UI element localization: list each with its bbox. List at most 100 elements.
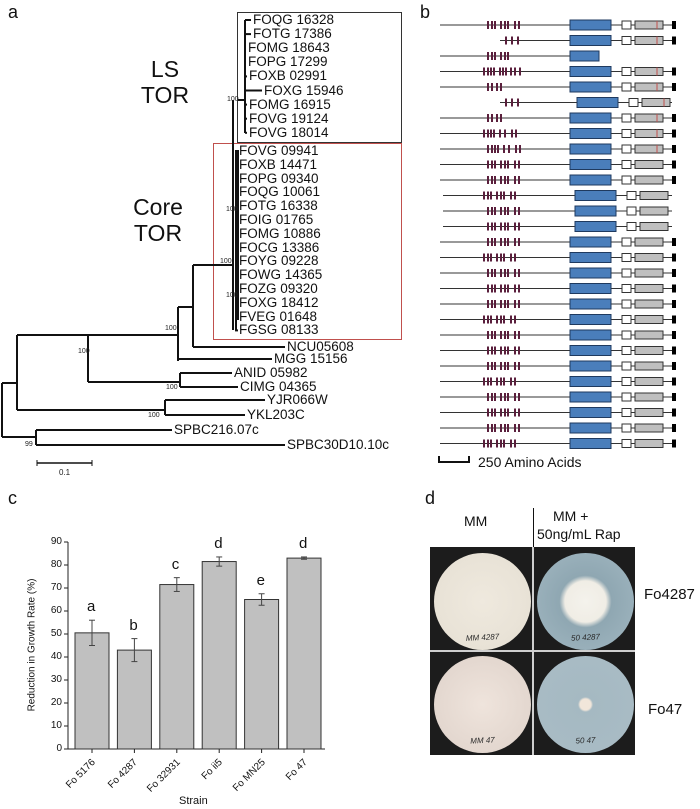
- kinase-domain: [641, 98, 671, 107]
- heat-repeat: [487, 377, 489, 386]
- heat-repeat: [496, 114, 498, 122]
- heat-repeat: [514, 439, 516, 448]
- frb-domain: [628, 98, 639, 107]
- bar: [74, 632, 110, 750]
- y-tick-label: 50: [50, 628, 62, 639]
- heat-repeat: [487, 52, 489, 60]
- heat-repeat: [500, 362, 502, 370]
- bar: [286, 557, 322, 750]
- leaf-label: FOYG 09228: [239, 253, 319, 269]
- significance-letter: d: [214, 534, 223, 552]
- heat-repeat: [518, 160, 520, 169]
- heat-repeat: [483, 315, 485, 324]
- heat-repeat: [497, 145, 499, 153]
- heat-repeat: [494, 362, 496, 370]
- heat-repeat: [491, 52, 493, 60]
- heat-repeat: [490, 377, 492, 386]
- y-tick-label: 20: [50, 697, 62, 708]
- leaf-label: FOXB 14471: [239, 156, 318, 172]
- frb-domain: [626, 222, 637, 231]
- fatc-domain: [672, 160, 676, 169]
- frb-domain: [621, 237, 632, 247]
- fat-domain: [574, 205, 617, 217]
- heat-repeat: [504, 269, 506, 277]
- core-tor-box: [213, 143, 402, 340]
- heat-repeat: [514, 191, 516, 200]
- heat-repeat: [504, 284, 506, 293]
- heat-repeat: [499, 129, 501, 138]
- kinase-domain: [634, 268, 664, 278]
- leaf-label: SPBC30D10.10c: [287, 437, 390, 452]
- kinase-domain: [634, 36, 664, 45]
- heat-repeat: [500, 253, 502, 262]
- heat-repeat: [500, 377, 502, 386]
- heat-repeat: [511, 36, 513, 45]
- leaf-label: NCU05608: [287, 339, 354, 354]
- heat-repeat: [510, 191, 512, 200]
- kinase-domain: [634, 20, 664, 30]
- leaf-label: FOMG 18643: [248, 40, 330, 56]
- y-tick-label: 80: [50, 559, 62, 570]
- leaf-label: FOXG 15946: [264, 82, 344, 98]
- tree-scale-label: 0.1: [59, 468, 71, 477]
- heat-repeat: [503, 439, 505, 448]
- heat-repeat: [494, 393, 496, 401]
- heat-repeat: [487, 424, 489, 432]
- heat-repeat: [500, 393, 502, 401]
- fatc-domain: [672, 346, 676, 355]
- kinase-domain: [639, 206, 669, 216]
- leaf-label: ANID 05982: [234, 365, 308, 380]
- heat-repeat: [487, 129, 489, 138]
- frb-domain: [621, 129, 632, 138]
- leaf-label: FOXG 18412: [239, 294, 319, 310]
- fat-domain: [569, 143, 612, 155]
- fat-domain: [569, 19, 612, 31]
- fatc-domain: [672, 176, 676, 184]
- fat-domain: [569, 174, 612, 186]
- heat-repeat: [519, 145, 521, 153]
- heat-repeat: [490, 67, 492, 76]
- ls-tor-label: LS TOR: [140, 56, 190, 108]
- heat-repeat: [483, 253, 485, 262]
- heat-repeat: [487, 67, 489, 76]
- heat-repeat: [500, 269, 502, 277]
- heat-repeat: [505, 67, 507, 76]
- heat-repeat: [507, 331, 509, 339]
- fatc-domain: [672, 129, 676, 138]
- heat-repeat: [491, 207, 493, 215]
- bar: [159, 584, 195, 750]
- heat-repeat: [494, 21, 496, 29]
- panel-label-c: c: [8, 488, 17, 508]
- heat-repeat: [490, 253, 492, 262]
- heat-repeat: [494, 346, 496, 355]
- heat-repeat: [483, 439, 485, 448]
- heat-repeat: [514, 331, 516, 339]
- kinase-domain: [634, 113, 664, 123]
- kinase-domain: [634, 423, 664, 433]
- bootstrap-value: 100: [226, 292, 238, 299]
- heat-repeat: [504, 207, 506, 215]
- heat-repeat: [504, 424, 506, 432]
- heat-repeat: [500, 300, 502, 308]
- heat-repeat: [491, 408, 493, 417]
- heat-repeat: [494, 408, 496, 417]
- heat-repeat: [500, 160, 502, 169]
- heat-repeat: [490, 191, 492, 200]
- heat-repeat: [491, 393, 493, 401]
- fatc-domain: [672, 21, 676, 29]
- heat-repeat: [511, 98, 513, 107]
- leaf-label: FOMG 10886: [239, 225, 321, 241]
- heat-repeat: [514, 300, 516, 308]
- plate-photo-grid: MM 4287 50 4287 MM 47 50 47: [430, 547, 635, 755]
- photo-divider-horizontal: [430, 650, 635, 652]
- heat-repeat: [510, 253, 512, 262]
- leaf-label: SPBC216.07c: [174, 422, 259, 437]
- heat-repeat: [487, 160, 489, 169]
- heat-repeat: [518, 207, 520, 215]
- heat-repeat: [494, 176, 496, 184]
- frb-domain: [626, 191, 637, 200]
- heat-repeat: [519, 67, 521, 76]
- fat-domain: [569, 360, 612, 372]
- fatc-domain: [672, 331, 676, 339]
